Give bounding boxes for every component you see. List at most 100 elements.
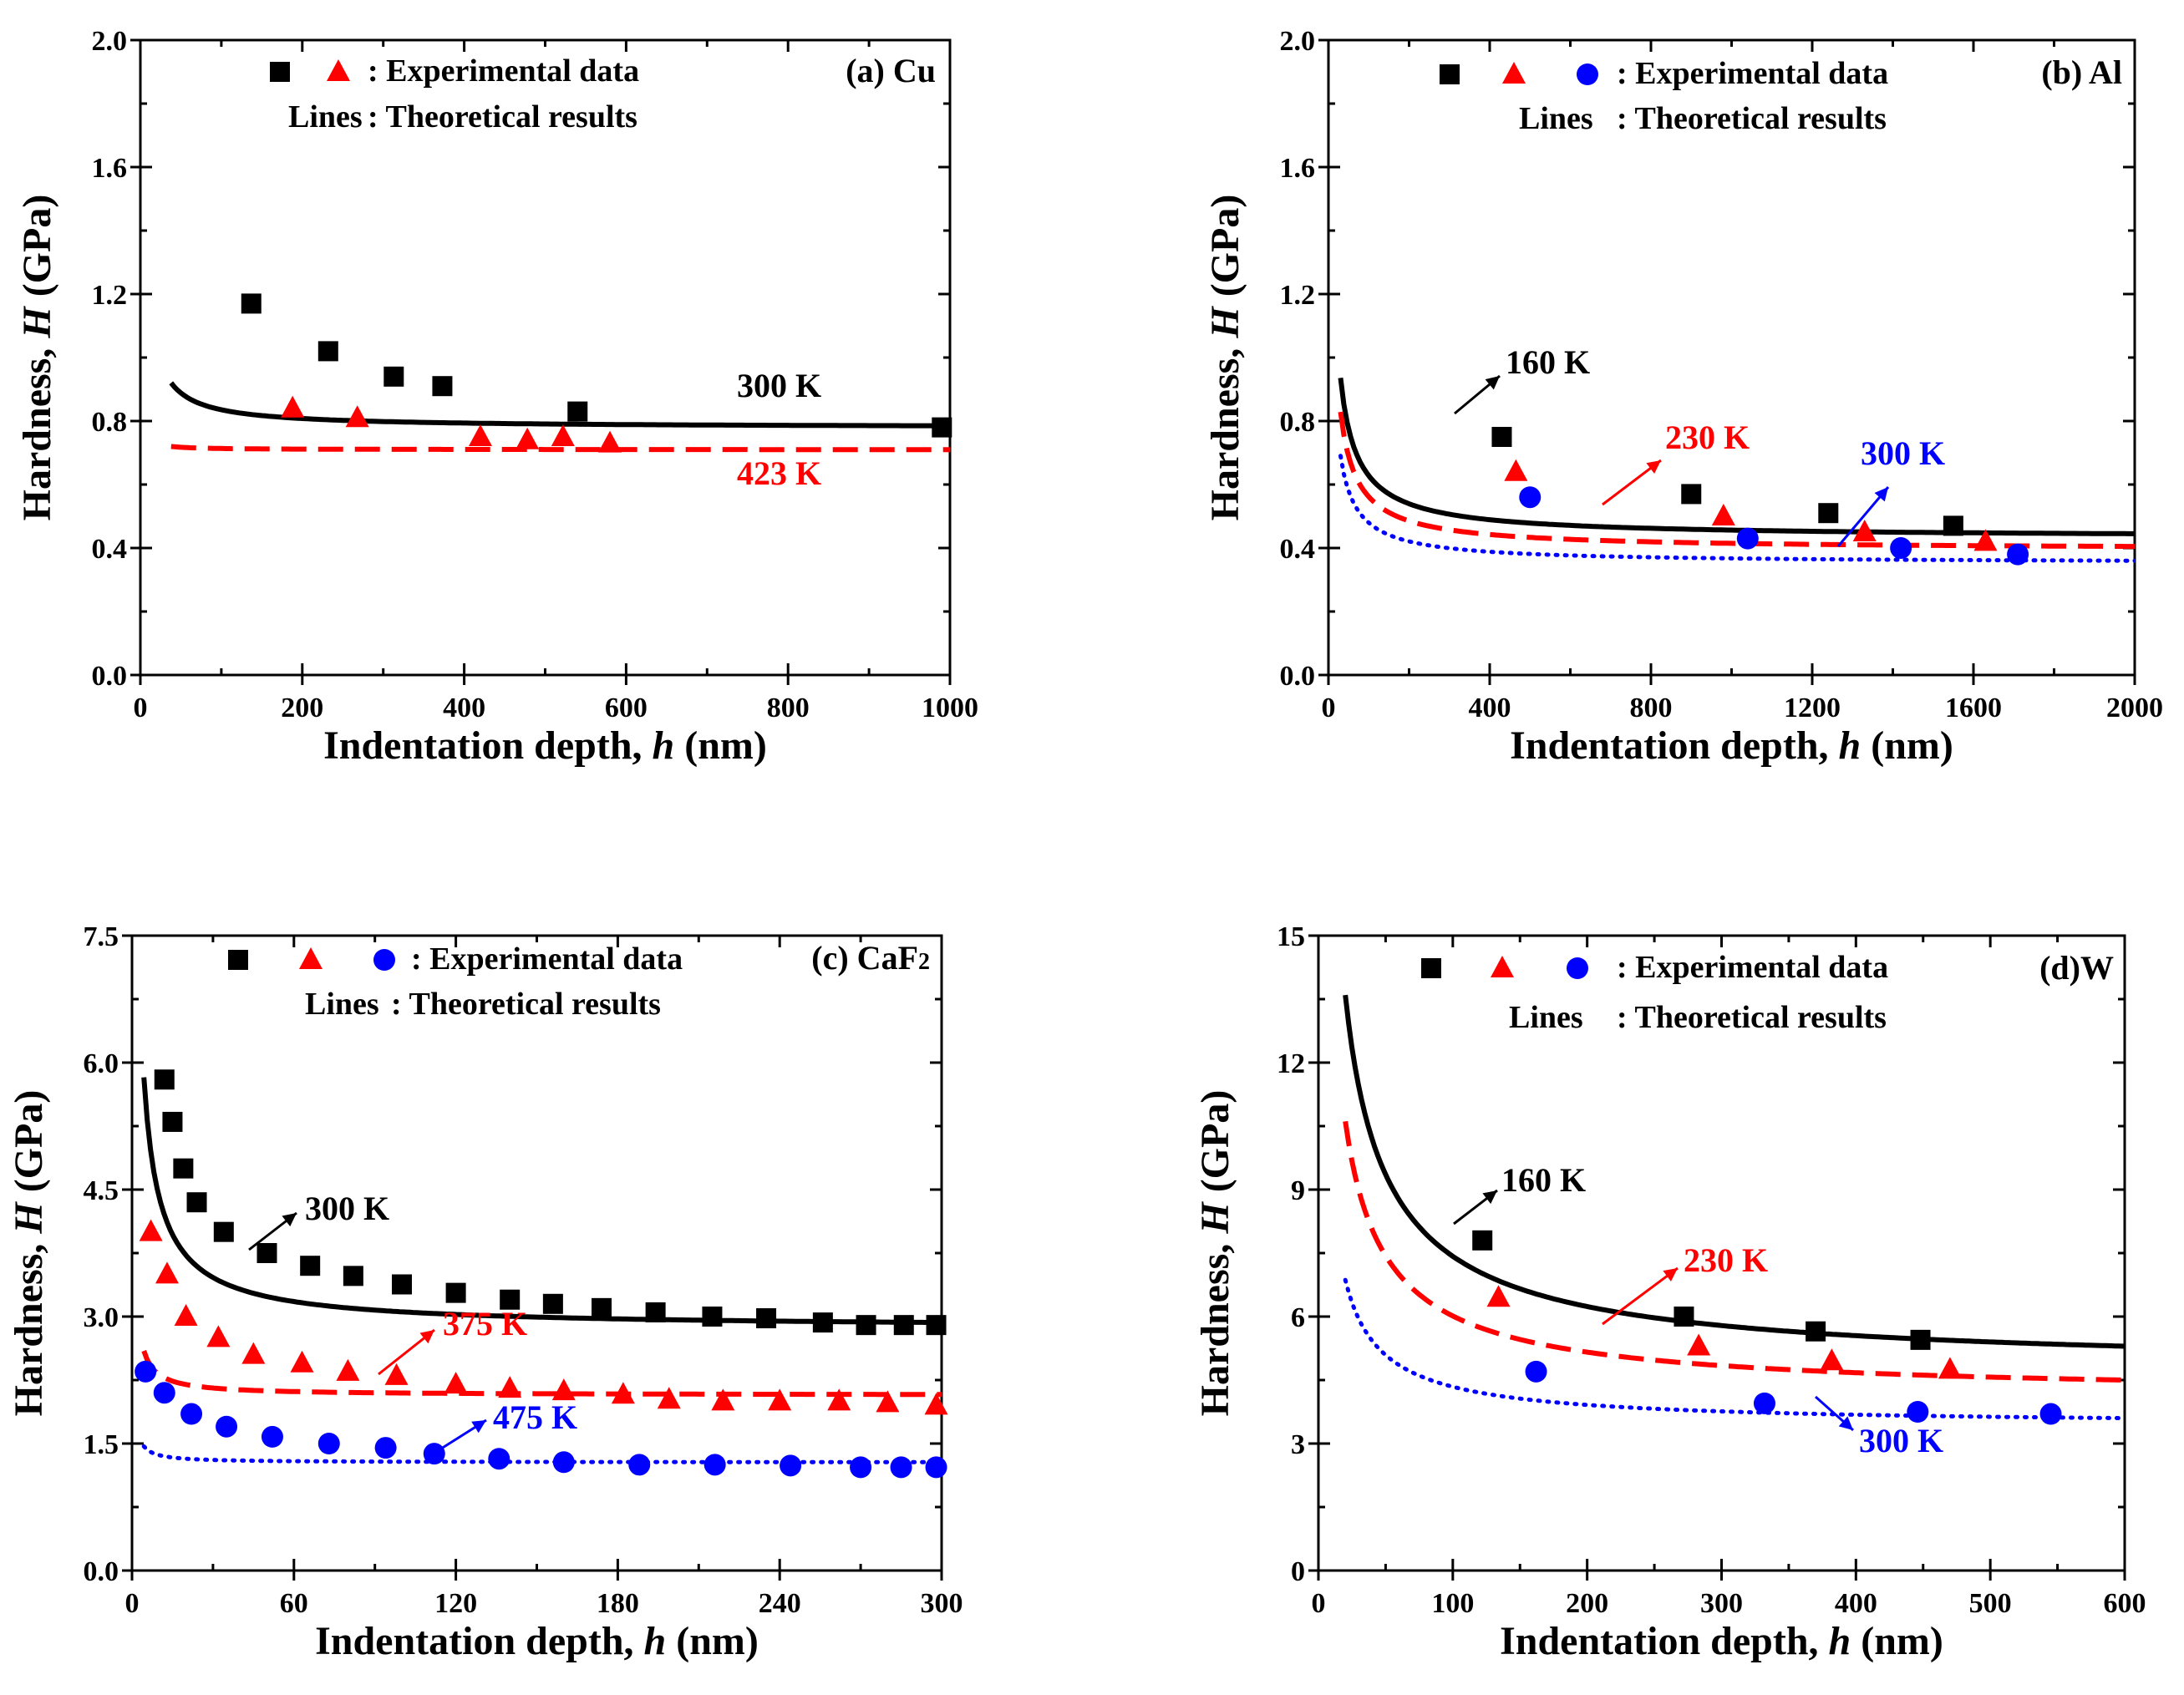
y-axis-title: Hardness, H (GPa) xyxy=(1203,195,1247,521)
data-point-circle xyxy=(317,1433,340,1454)
x-tick-label: 600 xyxy=(605,693,648,723)
legend-marker-square xyxy=(270,62,290,82)
y-tick-label: 3 xyxy=(1291,1429,1305,1460)
data-point-square xyxy=(893,1315,914,1336)
legend-lines-text: : Theoretical results xyxy=(391,987,661,1022)
legend-marker-square xyxy=(1440,64,1460,84)
data-point-square xyxy=(213,1221,234,1242)
data-point-circle xyxy=(1890,537,1912,559)
data-point-circle xyxy=(1519,486,1541,509)
label-arrow-2-head xyxy=(419,1330,434,1344)
data-point-circle xyxy=(780,1454,802,1477)
curve-label-475k: 475 K xyxy=(493,1398,577,1436)
data-point-square xyxy=(1806,1321,1826,1342)
data-point-circle xyxy=(261,1425,283,1448)
x-tick-label: 120 xyxy=(434,1588,477,1619)
chart-panel-4: 0 100 200 300 400 500 600 0 3 6 9 12 15 Indentation d… xyxy=(1193,921,2146,1663)
data-point-square xyxy=(567,401,588,422)
data-point-square xyxy=(592,1297,612,1318)
x-tick-label: 240 xyxy=(759,1588,801,1619)
data-point-triangle xyxy=(281,395,305,418)
data-point-triangle xyxy=(241,1342,266,1364)
data-point-triangle xyxy=(1486,1285,1511,1307)
x-tick-label: 300 xyxy=(1700,1588,1743,1619)
data-point-square xyxy=(162,1111,183,1132)
label-arrow-1-head xyxy=(282,1213,297,1227)
x-tick-label: 1600 xyxy=(1945,693,2002,723)
plot-frame xyxy=(139,38,952,677)
label-arrow-3-head xyxy=(1874,487,1888,502)
y-tick-label: 0.8 xyxy=(92,407,128,438)
data-point-triangle xyxy=(516,427,540,449)
label-arrow-3-head xyxy=(471,1420,486,1434)
x-tick-label: 400 xyxy=(443,693,485,723)
data-point-square xyxy=(1674,1307,1694,1327)
data-point-circle xyxy=(1907,1401,1929,1423)
label-arrow-1-head xyxy=(1485,376,1500,390)
legend-marker-triangle xyxy=(1502,62,1526,84)
series-line-230k xyxy=(1343,1120,2125,1383)
x-axis-title: Indentation depth, h (nm) xyxy=(1510,723,1953,768)
curve-label-230k: 230 K xyxy=(1684,1241,1768,1279)
curves xyxy=(1338,378,2135,563)
chart-panel-1: 0 200 400 600 800 1000 0.0 0.4 0.8 1.2 1.6 2.0 Inden… xyxy=(15,26,978,768)
curve-label-300k: 300 K xyxy=(737,367,821,404)
y-tick-label: 0.4 xyxy=(1280,534,1316,565)
y-axis-title: Hardness, H (GPa) xyxy=(15,195,59,521)
legend-marker-circle xyxy=(373,949,395,971)
x-tick-label: 100 xyxy=(1431,1588,1474,1619)
data-point-square xyxy=(702,1307,723,1327)
data-point-triangle xyxy=(444,1372,468,1394)
data-point-square xyxy=(1472,1230,1493,1251)
curve-label-160k: 160 K xyxy=(1506,343,1590,381)
x-tick-label: 0 xyxy=(125,1588,140,1619)
data-point-triangle xyxy=(139,1219,163,1241)
data-point-circle xyxy=(1525,1360,1547,1383)
data-point-square xyxy=(445,1282,466,1303)
y-tick-label: 0.4 xyxy=(92,534,128,565)
y-tick-label: 2.0 xyxy=(92,26,128,57)
y-tick-label: 3.0 xyxy=(84,1302,119,1333)
x-tick-label: 400 xyxy=(1835,1588,1877,1619)
legend-lines-text: : Theoretical results xyxy=(368,99,637,134)
data-point-square xyxy=(383,366,404,387)
y-axis-title: Hardness, H (GPa) xyxy=(7,1090,51,1417)
x-tick-label: 800 xyxy=(1630,693,1673,723)
y-tick-label: 1.2 xyxy=(1280,280,1316,311)
y-tick-label: 12 xyxy=(1277,1048,1305,1079)
y-tick-label: 6 xyxy=(1291,1302,1305,1333)
data-point-square xyxy=(256,1243,277,1263)
curves xyxy=(1343,994,2125,1421)
y-tick-label: 0.8 xyxy=(1280,407,1316,438)
data-point-square xyxy=(317,341,338,362)
data-point-triangle xyxy=(155,1261,179,1284)
data-point-circle xyxy=(850,1456,872,1479)
y-tick-label: 0 xyxy=(1291,1556,1305,1587)
data-point-square xyxy=(856,1315,876,1336)
data-point-triangle xyxy=(551,424,575,446)
legend-marker-circle xyxy=(1577,63,1598,85)
data-point-square xyxy=(432,376,453,397)
legend-marker-triangle xyxy=(299,947,323,969)
data-point-triangle xyxy=(384,1363,409,1385)
data-point-triangle xyxy=(174,1304,198,1326)
data-point-triangle xyxy=(1820,1348,1844,1371)
label-arrow-3-head xyxy=(1838,1416,1853,1430)
data-point-circle xyxy=(703,1454,726,1476)
legend-marker-circle xyxy=(1567,957,1588,979)
panel-label: (c) CaF2 xyxy=(811,939,930,977)
data-point-square xyxy=(392,1274,412,1295)
data-point-circle xyxy=(216,1415,238,1438)
label-arrow-2-shaft xyxy=(1602,1266,1679,1326)
data-point-circle xyxy=(423,1443,445,1465)
data-point-square xyxy=(500,1289,521,1310)
data-point-square xyxy=(542,1293,563,1314)
legend-lines-label: Lines xyxy=(1509,1000,1583,1035)
data-point-square xyxy=(173,1158,194,1179)
data-point-triangle xyxy=(468,424,492,446)
data-point-triangle xyxy=(345,405,369,428)
data-point-triangle xyxy=(657,1387,681,1409)
x-axis-title: Indentation depth, h (nm) xyxy=(1500,1619,1943,1663)
data-point-circle xyxy=(180,1403,203,1425)
